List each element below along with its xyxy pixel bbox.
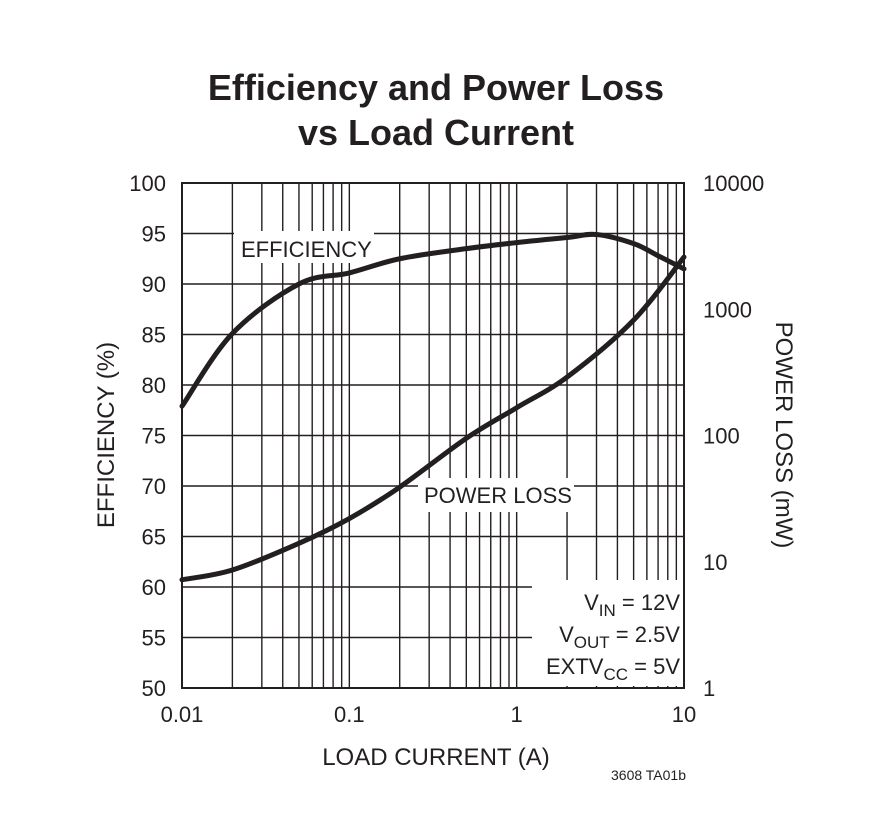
condition-extvcc: EXTVCC = 5V: [546, 654, 680, 684]
chart-title-line2: vs Load Current: [298, 112, 574, 153]
x-tick-label: 0.01: [161, 702, 204, 727]
x-tick-label: 1: [511, 702, 523, 727]
y-axis-label: EFFICIENCY (%): [93, 342, 120, 528]
power-loss-curve: [179, 254, 687, 583]
y-tick-label: 90: [142, 272, 166, 297]
series-label-efficiency: EFFICIENCY: [241, 237, 372, 262]
figure-id: 3608 TA01b: [611, 767, 686, 783]
y-tick-label: 55: [142, 626, 166, 651]
y-tick-label: 80: [142, 373, 166, 398]
y2-axis-label: POWER LOSS (mW): [770, 322, 797, 549]
plot-frame: [181, 182, 685, 689]
labels: 50 55 60 65 70 75 80 85 90 95 100 1 10 100 1000 10000 0.…: [129, 171, 764, 727]
condition-vin: VIN = 12V: [584, 590, 680, 620]
y-tick-label: 65: [142, 525, 166, 550]
power-loss-label-bg: [418, 478, 574, 512]
y-tick-label: 75: [142, 424, 166, 449]
condition-vout: VOUT = 2.5V: [559, 622, 680, 652]
y-tick-label: 100: [129, 171, 166, 196]
curves: [179, 231, 687, 583]
efficiency-curve: [179, 231, 687, 409]
y-tick-label: 70: [142, 474, 166, 499]
conditions-bg: [532, 580, 683, 686]
x-tick-label: 10: [672, 702, 696, 727]
y2-tick-label: 1: [703, 676, 715, 701]
efficiency-label-bg: [234, 231, 374, 263]
y-tick-label: 50: [142, 676, 166, 701]
y2-tick-label: 1000: [703, 297, 752, 322]
y-tick-label: 85: [142, 323, 166, 348]
x-tick-label: 0.1: [334, 702, 365, 727]
chart-title-line1: Efficiency and Power Loss: [208, 67, 664, 108]
y-tick-label: 60: [142, 575, 166, 600]
y-tick-label: 95: [142, 222, 166, 247]
y2-tick-label: 10000: [703, 171, 764, 196]
series-label-power-loss: POWER LOSS: [424, 483, 572, 508]
y2-tick-label: 10: [703, 550, 727, 575]
y2-tick-label: 100: [703, 424, 740, 449]
x-axis-label: LOAD CURRENT (A): [322, 744, 550, 771]
